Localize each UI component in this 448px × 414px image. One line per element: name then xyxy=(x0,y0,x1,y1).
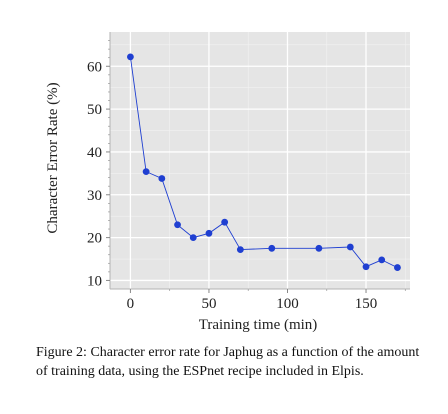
x-tick-label: 0 xyxy=(127,296,135,312)
data-point xyxy=(174,221,181,229)
data-point xyxy=(236,246,244,253)
y-tick-label: 40 xyxy=(87,145,102,161)
y-tick-label: 30 xyxy=(87,188,102,204)
plot-background xyxy=(110,32,410,289)
series-line xyxy=(129,56,398,269)
y-tick-label: 20 xyxy=(87,231,102,247)
data-point xyxy=(268,244,276,252)
axes xyxy=(106,32,410,293)
figure-caption: Figure 2: Character error rate for Japhu… xyxy=(36,345,420,379)
y-tick-label: 50 xyxy=(87,102,102,118)
data-point xyxy=(205,229,213,237)
data-point xyxy=(394,264,401,271)
tick-labels: 10 20 30 40 50 60 0 50 100 150 xyxy=(87,59,377,312)
x-axis-label: Training time (min) xyxy=(199,317,318,333)
data-point xyxy=(158,175,166,182)
y-axis-label: Character Error Rate (%) xyxy=(45,82,61,233)
data-point xyxy=(346,243,354,251)
data-point xyxy=(221,218,229,226)
series-group xyxy=(127,53,401,271)
data-point xyxy=(127,53,134,61)
data-point xyxy=(378,256,386,264)
y-tick-label: 60 xyxy=(87,59,102,75)
grid xyxy=(110,32,410,289)
chart: 10 20 30 40 50 60 0 50 100 150 Training time (min… xyxy=(45,32,410,333)
y-tick-label: 10 xyxy=(87,273,102,289)
data-point xyxy=(362,263,370,271)
data-point xyxy=(142,168,150,176)
data-point xyxy=(189,234,197,242)
x-tick-label: 100 xyxy=(276,296,299,312)
x-tick-label: 150 xyxy=(355,296,378,312)
x-tick-label: 50 xyxy=(201,296,216,312)
data-point xyxy=(315,244,323,252)
